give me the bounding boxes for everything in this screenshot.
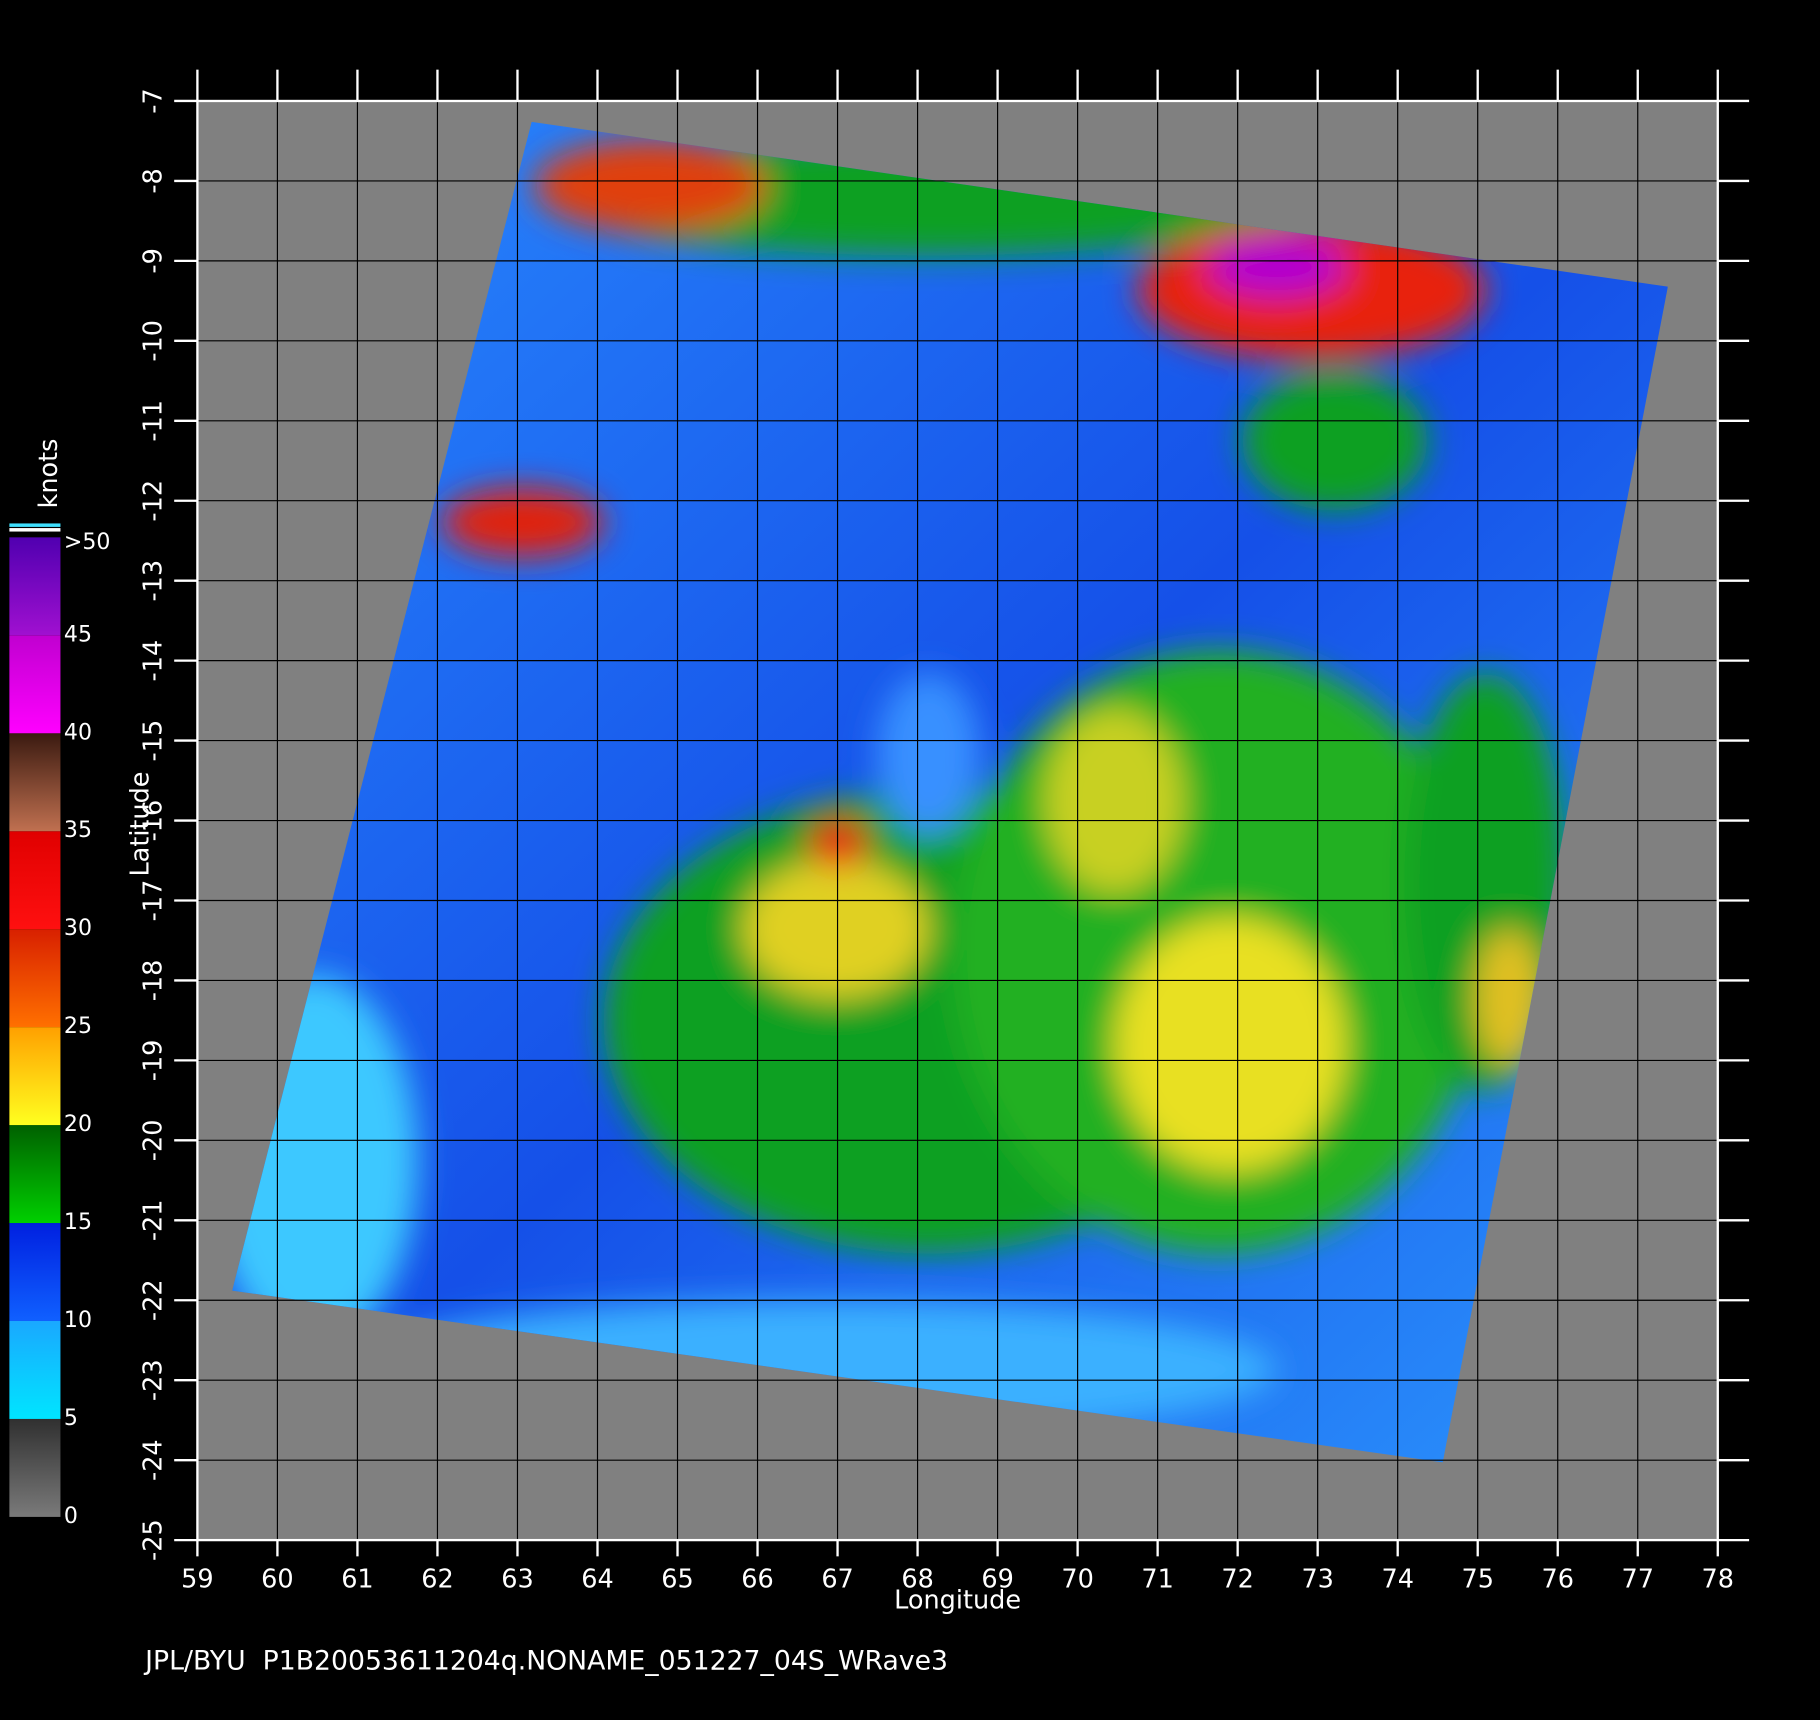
- colorbar-segment: [9, 1320, 61, 1419]
- colorbar-tick-label: 15: [64, 1210, 92, 1235]
- colorbar-tick-label: 20: [64, 1112, 92, 1137]
- plot-frame: [196, 99, 1719, 1542]
- colorbar-tick-label: 45: [64, 622, 92, 647]
- y-tick-label: -7: [138, 88, 168, 113]
- y-tick-label: -21: [138, 1199, 168, 1241]
- footer: JPL/BYU P1B20053611204q.NONAME_051227_04…: [143, 1645, 948, 1676]
- colorbar-tick-label: 35: [64, 818, 92, 843]
- x-tick-label: 61: [341, 1565, 373, 1595]
- x-tick-label: 75: [1461, 1565, 1493, 1595]
- x-tick-label: 68: [901, 1565, 933, 1595]
- x-tick-label: 69: [981, 1565, 1013, 1595]
- x-tick-label: 78: [1702, 1565, 1734, 1595]
- x-tick-label: 63: [501, 1565, 533, 1595]
- y-tick-label: -12: [138, 480, 168, 522]
- y-tick-label: -17: [138, 880, 168, 922]
- x-tick-label: 67: [821, 1565, 853, 1595]
- colorbar-tick-label: >50: [64, 530, 111, 555]
- x-tick-label: 64: [581, 1565, 613, 1595]
- colorbar-tick-label: 30: [64, 916, 92, 941]
- colorbar-cap: [9, 523, 61, 527]
- x-tick-label: 70: [1061, 1565, 1093, 1595]
- colorbar-segment: [9, 1418, 61, 1517]
- y-tick-label: -16: [138, 800, 168, 842]
- x-tick-label: 71: [1141, 1565, 1173, 1595]
- y-tick-label: -22: [138, 1279, 168, 1321]
- y-tick-label: -10: [138, 320, 168, 362]
- x-tick-label: 74: [1381, 1565, 1413, 1595]
- x-tick-label: 73: [1301, 1565, 1333, 1595]
- colorbar-tick-label: 25: [64, 1014, 92, 1039]
- grid: [196, 100, 1719, 1541]
- colorbar-cap: [9, 528, 61, 532]
- y-tick-label: -20: [138, 1120, 168, 1162]
- x-tick-label: 59: [181, 1565, 213, 1595]
- colorbar-segment: [9, 831, 61, 930]
- y-tick-label: -14: [138, 640, 168, 682]
- x-tick-label: 72: [1221, 1565, 1253, 1595]
- colorbar-segment: [9, 1223, 61, 1321]
- x-tick-label: 76: [1541, 1565, 1573, 1595]
- colorbar-tick-label: 40: [64, 720, 92, 745]
- y-tick-label: -13: [138, 560, 168, 602]
- colorbar-segment: [9, 635, 61, 734]
- colorbar-segment: [9, 1027, 61, 1126]
- x-tick-label: 62: [421, 1565, 453, 1595]
- y-tick-label: -8: [138, 168, 168, 193]
- y-axis-title: Latitude: [126, 772, 156, 877]
- colorbar-segment: [9, 537, 61, 636]
- colorbar-segment: [9, 733, 61, 832]
- colorbar-tick-label: 5: [64, 1406, 78, 1431]
- y-tick-label: -11: [138, 400, 168, 442]
- y-tick-label: -18: [138, 960, 168, 1002]
- x-tick-label: 65: [661, 1565, 693, 1595]
- y-tick-label: -25: [138, 1519, 168, 1561]
- colorbar-tick-label: 0: [64, 1504, 78, 1529]
- colorbar-title: knots: [34, 439, 64, 509]
- y-tick-label: -24: [138, 1439, 168, 1481]
- y-tick-label: -19: [138, 1040, 168, 1082]
- y-tick-label: -15: [138, 720, 168, 762]
- colorbar-segment: [9, 1125, 61, 1224]
- y-tick-label: -23: [138, 1359, 168, 1401]
- x-tick-label: 66: [741, 1565, 773, 1595]
- x-tick-label: 77: [1622, 1565, 1654, 1595]
- x-tick-label: 60: [261, 1565, 293, 1595]
- colorbar-segment: [9, 929, 61, 1028]
- y-tick-label: -9: [138, 248, 168, 273]
- x-axis-title: Longitude: [894, 1586, 1021, 1616]
- colorbar-tick-label: 10: [64, 1308, 92, 1333]
